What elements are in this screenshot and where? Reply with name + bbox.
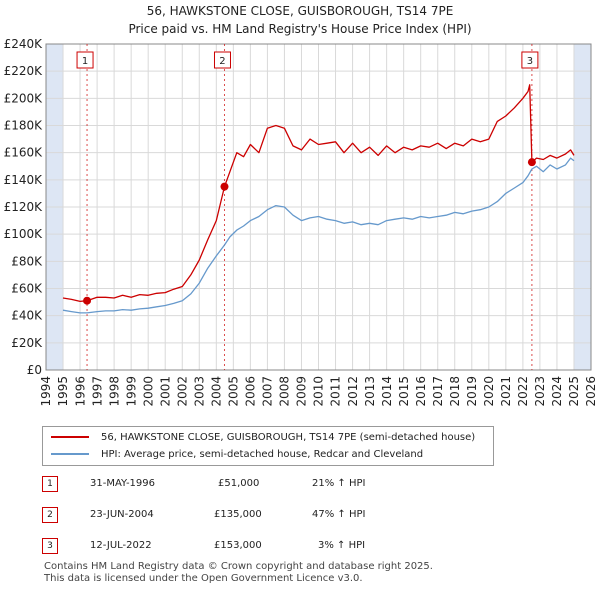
y-tick-label: £180K xyxy=(4,119,44,133)
sale-date: 23-JUN-2004 xyxy=(90,509,154,520)
x-tick-label: 2012 xyxy=(346,376,360,407)
y-tick-label: £100K xyxy=(4,227,44,241)
sale-date: 12-JUL-2022 xyxy=(90,540,152,551)
x-tick-label: 2013 xyxy=(363,376,377,407)
sale-row-2: 2 23-JUN-2004 £135,000 47% ↑ HPI xyxy=(42,505,542,525)
y-tick-label: £0 xyxy=(27,363,42,377)
sale-2-badge xyxy=(213,51,231,69)
x-tick-label: 2023 xyxy=(533,376,547,407)
sale-badge: 2 xyxy=(42,507,58,523)
x-tick-label: 1996 xyxy=(73,376,87,407)
sale-row-1: 1 31-MAY-1996 £51,000 21% ↑ HPI xyxy=(42,474,542,494)
x-tick-label: 2022 xyxy=(516,376,530,407)
x-tick-label: 2002 xyxy=(175,376,189,407)
y-tick-label: £240K xyxy=(4,37,44,51)
x-tick-label: 2017 xyxy=(431,376,445,407)
sale-date: 31-MAY-1996 xyxy=(90,478,156,489)
y-tick-label: £160K xyxy=(4,146,44,160)
plot-frame xyxy=(45,43,592,371)
sale-price: £153,000 xyxy=(214,540,262,551)
sale-badge: 3 xyxy=(42,538,58,554)
y-tick-label: £80K xyxy=(11,254,43,268)
x-tick-label: 1998 xyxy=(107,376,121,407)
sale-hpi-change: 21% ↑ HPI xyxy=(312,478,366,489)
x-tick-label: 2024 xyxy=(550,376,564,407)
sale-2-point xyxy=(220,182,229,191)
chart-title-line1: 56, HAWKSTONE CLOSE, GUISBOROUGH, TS14 7… xyxy=(146,4,454,18)
x-tick-label: 2005 xyxy=(227,376,241,407)
x-tick-label: 1999 xyxy=(124,376,138,407)
x-tick-label: 2004 xyxy=(210,376,224,407)
x-tick-label: 2026 xyxy=(584,376,598,407)
x-tick-label: 2003 xyxy=(192,376,206,407)
x-tick-label: 2010 xyxy=(312,376,326,407)
x-tick-label: 1995 xyxy=(56,376,70,407)
y-tick-label: £120K xyxy=(4,200,44,214)
x-tick-label: 2009 xyxy=(295,376,309,407)
sale-2-badge-label: 2 xyxy=(219,56,225,67)
legend-swatch-hpi xyxy=(51,453,89,455)
legend-label-property: 56, HAWKSTONE CLOSE, GUISBOROUGH, TS14 7… xyxy=(101,431,476,443)
x-tick-label: 2021 xyxy=(499,376,513,407)
y-tick-label: £40K xyxy=(11,309,43,323)
x-tick-label: 2001 xyxy=(158,376,172,407)
sale-row-3: 3 12-JUL-2022 £153,000 3% ↑ HPI xyxy=(42,536,542,556)
x-tick-label: 2019 xyxy=(465,376,479,407)
legend-swatch-property xyxy=(51,436,89,438)
sale-1-badge-label: 1 xyxy=(82,56,88,67)
sale-3-badge xyxy=(521,51,539,69)
x-tick-label: 2025 xyxy=(567,376,581,407)
chart-legend: 56, HAWKSTONE CLOSE, GUISBOROUGH, TS14 7… xyxy=(42,426,494,466)
sale-1-badge xyxy=(76,51,94,69)
sale-3-point xyxy=(527,158,536,167)
chart-title-line2: Price paid vs. HM Land Registry's House … xyxy=(128,22,472,36)
sale-price: £51,000 xyxy=(218,478,260,489)
legend-label-hpi: HPI: Average price, semi-detached house,… xyxy=(101,448,424,460)
y-tick-label: £20K xyxy=(11,336,43,350)
x-tick-label: 2016 xyxy=(414,376,428,407)
x-tick-label: 1994 xyxy=(39,376,53,407)
x-tick-label: 2015 xyxy=(397,376,411,407)
sale-price: £135,000 xyxy=(214,509,262,520)
x-tick-label: 2020 xyxy=(482,376,496,407)
x-tick-label: 2007 xyxy=(261,376,275,407)
legend-item-property: 56, HAWKSTONE CLOSE, GUISBOROUGH, TS14 7… xyxy=(51,429,475,445)
price-chart: £0 £20K £40K £60K £80K £100K £120K £140K £160K £1… xyxy=(4,37,599,407)
x-tick-label: 2000 xyxy=(141,376,155,407)
x-tick-label: 1997 xyxy=(90,376,104,407)
y-tick-label: £220K xyxy=(4,64,44,78)
sale-1-point xyxy=(83,296,92,305)
y-tick-label: £60K xyxy=(11,282,43,296)
hpi-line xyxy=(62,157,575,314)
x-tick-label: 2011 xyxy=(329,376,343,407)
footer-copyright: Contains HM Land Registry data © Crown c… xyxy=(44,561,433,572)
footer-licence: This data is licensed under the Open Gov… xyxy=(44,573,363,584)
sale-hpi-change: 47% ↑ HPI xyxy=(312,509,366,520)
sale-badge: 1 xyxy=(42,476,58,492)
legend-item-hpi: HPI: Average price, semi-detached house,… xyxy=(51,446,423,462)
sale-hpi-change: 3% ↑ HPI xyxy=(318,540,366,551)
x-tick-label: 2006 xyxy=(244,376,258,407)
x-tick-label: 2008 xyxy=(278,376,292,407)
x-tick-label: 2014 xyxy=(380,376,394,407)
sale-3-badge-label: 3 xyxy=(527,56,533,67)
property-price-line xyxy=(62,84,575,303)
y-tick-label: £200K xyxy=(4,91,44,105)
y-tick-label: £140K xyxy=(4,173,44,187)
x-tick-label: 2018 xyxy=(448,376,462,407)
